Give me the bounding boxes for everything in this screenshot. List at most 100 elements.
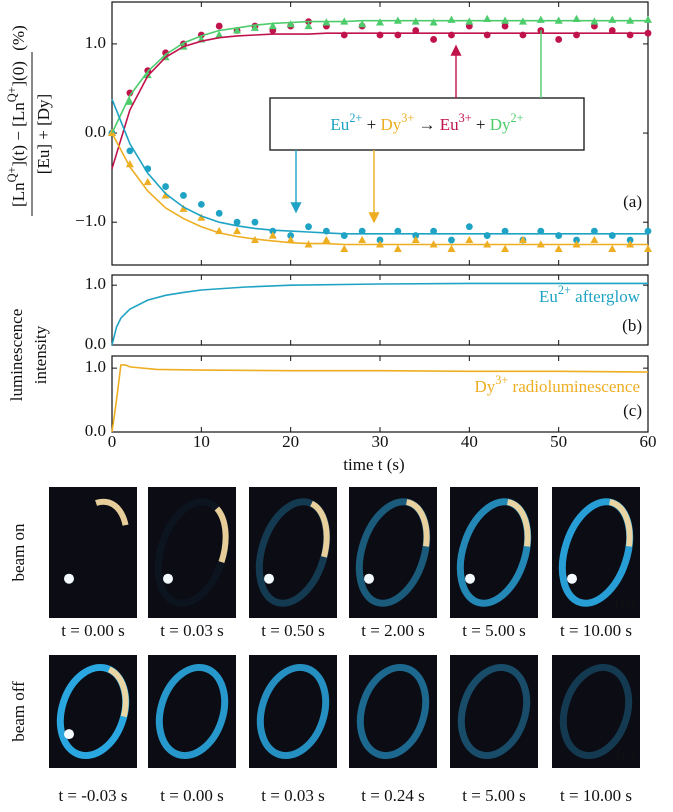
superscript: 3+ xyxy=(495,373,508,387)
y-axis-label: [LnQ+](t) − [LnQ+](0) [Eu] + [Dy] (%) xyxy=(5,25,53,216)
shared-y-label: luminescence intensity xyxy=(7,309,50,402)
data-point xyxy=(465,223,473,231)
ring-glow xyxy=(255,498,331,607)
text-part: ](0) xyxy=(9,61,28,86)
data-point xyxy=(608,27,616,34)
data-point xyxy=(358,227,366,235)
data-point xyxy=(268,21,277,30)
y-tick-label: 1.0 xyxy=(85,274,106,293)
data-point xyxy=(340,244,349,252)
data-point xyxy=(251,218,259,226)
beam-arc xyxy=(457,498,531,607)
data-point xyxy=(554,244,563,252)
superscript: 2+ xyxy=(511,111,524,125)
superscript: Q+ xyxy=(5,86,19,102)
time-label: t = 0.00 s xyxy=(61,621,124,640)
data-point xyxy=(215,22,223,30)
ring-glow xyxy=(356,663,430,760)
photo xyxy=(450,655,538,768)
time-label: t = 2.00 s xyxy=(361,621,424,640)
beam-arc xyxy=(155,498,229,607)
text-part: Dy xyxy=(380,115,401,134)
data-point xyxy=(197,213,206,221)
series-label: Eu2+ afterglow xyxy=(539,283,641,306)
data-point xyxy=(304,21,313,30)
panel-label: (c) xyxy=(623,401,642,420)
y-tick-label: 1.0 xyxy=(85,33,106,52)
data-point xyxy=(197,200,205,208)
x-tick-label: 0 xyxy=(108,432,117,451)
series-label: Dy3+ radioluminescence xyxy=(474,373,640,396)
time-label: t = 10.00 s xyxy=(560,786,632,805)
beam-arc xyxy=(356,498,430,607)
fit-line xyxy=(111,98,648,235)
data-point xyxy=(358,20,367,28)
data-point xyxy=(322,235,331,244)
y-tick-label: −1.0 xyxy=(75,211,106,230)
text-part: Eu xyxy=(330,115,349,134)
data-point xyxy=(644,227,652,235)
beam-arc xyxy=(559,498,633,607)
data-point xyxy=(536,15,545,23)
data-point xyxy=(215,209,223,217)
beam-spot xyxy=(163,573,173,584)
row-label: beam off xyxy=(9,681,28,742)
fit-line xyxy=(111,282,648,346)
ring-glow xyxy=(155,663,229,760)
data-point xyxy=(430,36,437,43)
y-label-unit: (%) xyxy=(9,25,28,50)
time-label: t = 5.00 s xyxy=(462,621,525,640)
data-point xyxy=(573,236,580,244)
data-point xyxy=(161,191,170,199)
ring-glow xyxy=(559,663,633,760)
ring-glow xyxy=(457,663,531,760)
data-point xyxy=(233,226,242,235)
time-label: t = 0.24 s xyxy=(361,786,424,805)
data-point xyxy=(518,235,527,244)
y-label-numerator: [LnQ+](t) − [LnQ+](0) xyxy=(5,61,28,207)
superscript: 2+ xyxy=(558,283,571,297)
superscript: Q+ xyxy=(5,167,19,183)
data-point xyxy=(286,20,295,28)
x-tick-label: 50 xyxy=(550,432,567,451)
reaction-label: Eu2+ + Dy3+ → Eu3+ + Dy2+ xyxy=(330,111,523,134)
panel-label: (e) xyxy=(616,744,635,763)
data-point xyxy=(501,22,509,30)
data-point xyxy=(430,227,437,235)
ring-glow xyxy=(256,663,330,760)
text-part: + xyxy=(472,115,490,134)
data-point xyxy=(250,23,259,31)
data-point xyxy=(644,15,652,23)
y-label-denominator: [Eu] + [Dy] xyxy=(34,94,53,174)
data-point xyxy=(447,244,456,252)
text-part: afterglow xyxy=(571,287,641,306)
time-label: t = 0.03 s xyxy=(261,786,324,805)
row-label: beam on xyxy=(9,523,28,582)
data-point xyxy=(179,204,188,212)
data-point xyxy=(591,227,598,235)
photo xyxy=(552,655,640,768)
data-point xyxy=(447,15,456,23)
time-label: t = -0.03 s xyxy=(58,786,127,805)
y-tick-label: 0.0 xyxy=(85,334,106,353)
time-label: t = 10.00 s xyxy=(560,621,632,640)
y-axis-label: intensity xyxy=(31,325,50,384)
data-point xyxy=(393,244,402,252)
data-point xyxy=(125,97,134,105)
text-part: Dy xyxy=(474,377,495,396)
text-part: Dy xyxy=(490,115,511,134)
text-part: + xyxy=(362,115,380,134)
data-point xyxy=(429,18,438,26)
data-point xyxy=(376,236,384,244)
data-point xyxy=(233,218,241,226)
data-point xyxy=(287,232,295,239)
reaction-box xyxy=(269,97,585,151)
time-label: t = 0.50 s xyxy=(261,621,324,640)
y-tick-label: 0.0 xyxy=(85,122,106,141)
time-label: t = 0.03 s xyxy=(160,621,223,640)
superscript: 2+ xyxy=(349,111,362,125)
x-axis-label: time t (s) xyxy=(343,455,404,474)
x-tick-label: 40 xyxy=(461,432,478,451)
